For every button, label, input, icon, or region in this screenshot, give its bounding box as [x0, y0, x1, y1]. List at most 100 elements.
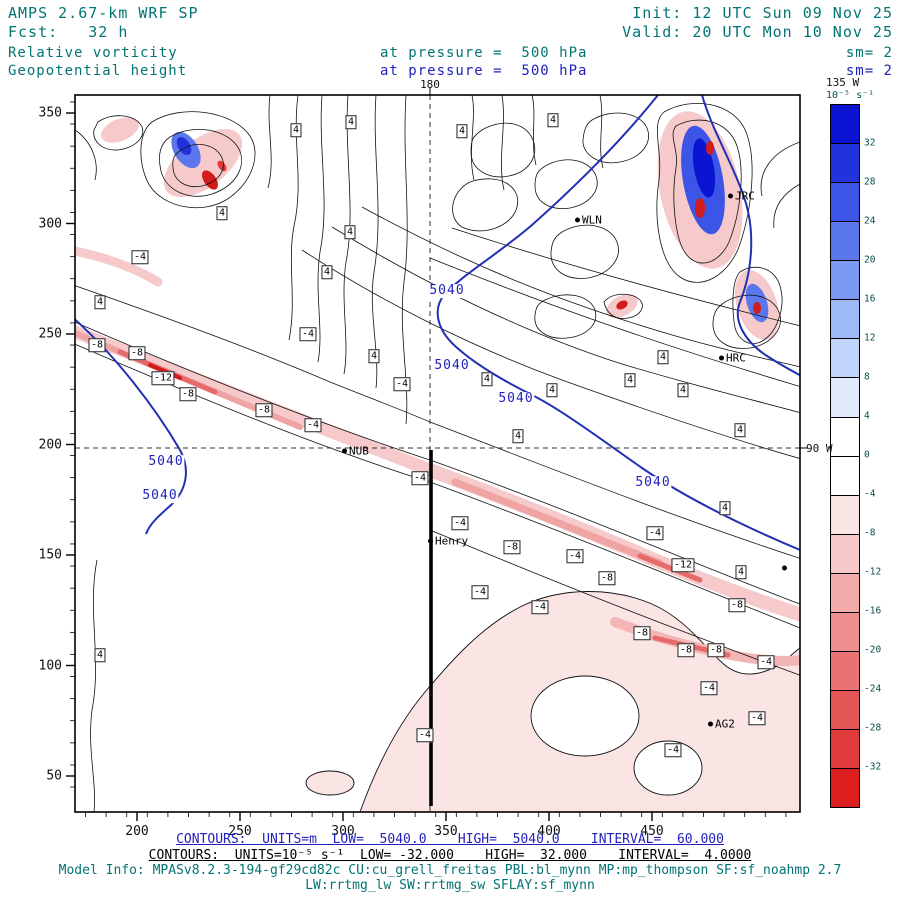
vorticity-contour-label: 4: [677, 383, 689, 397]
colorbar-cell: [831, 455, 859, 495]
colorbar-cell: [831, 221, 859, 261]
region-hole: [633, 740, 703, 796]
station-marker-WLN: WLN: [575, 214, 602, 227]
x-tick-label: 350: [434, 824, 458, 839]
vorticity-contour-label: 4: [368, 349, 380, 363]
vorticity-contour-label: -4: [531, 600, 549, 614]
station-name: HRC: [726, 351, 746, 365]
model-info-line1: Model Info: MPASv8.2.3-194-gf29cd82c CU:…: [58, 863, 842, 878]
station-dot-icon: [708, 721, 713, 727]
station-dot-icon: [342, 448, 347, 454]
colorbar-title: 10⁻⁵ s⁻¹: [826, 90, 875, 101]
vorticity-contour-label: 4: [94, 295, 106, 309]
ne-cluster-red: [695, 198, 705, 218]
vorticity-contour-label: 4: [719, 501, 731, 515]
vorticity-contour-label: -4: [299, 327, 317, 341]
station-dot-icon: [782, 565, 787, 571]
negative-streak-nw: [75, 246, 163, 287]
station-marker-dot: [782, 565, 789, 571]
colorbar-cell: [831, 494, 859, 534]
meridian-label-90w: 90 W: [806, 442, 833, 455]
colorbar-tick-label: 8: [864, 371, 870, 383]
field1-level: at pressure = 500 hPa: [380, 45, 588, 61]
field2-level: at pressure = 500 hPa: [380, 63, 588, 79]
station-name: Henry: [435, 534, 469, 548]
vorticity-contour-label: -8: [255, 403, 273, 417]
station-marker-JRC: JRC: [728, 190, 755, 203]
vorticity-contour-label: 4: [216, 206, 228, 220]
nw-cluster-red: [202, 170, 218, 190]
model-info-line2: LW:rrtmg_lw SW:rrtmg_sw SFLAY:sf_mynn: [305, 878, 595, 893]
colorbar-cell: [831, 299, 859, 339]
vorticity-contour-lines: [75, 95, 800, 812]
x-tick-label: 400: [537, 824, 561, 839]
vorticity-contour-label: -4: [304, 418, 322, 432]
x-tick-label: 300: [331, 824, 355, 839]
station-marker-Henry: Henry: [428, 535, 468, 548]
y-tick-label: 200: [38, 437, 62, 452]
ne-cluster-red: [706, 141, 714, 155]
vorticity-contour-label: 4: [344, 225, 356, 239]
vorticity-contour-label: -8: [88, 338, 106, 352]
valid-time: Valid: 20 UTC Mon 10 Nov 25: [622, 23, 893, 41]
colorbar-tick-label: 20: [864, 254, 876, 266]
vorticity-contour-label: 4: [657, 350, 669, 364]
station-name: AG2: [715, 717, 735, 731]
vorticity-contour-label: 4: [734, 423, 746, 437]
vorticity-contour-label: -4: [393, 377, 411, 391]
y-tick-label: 350: [38, 105, 62, 121]
colorbar-cell: [831, 105, 859, 144]
x-tick-label: 200: [125, 824, 149, 839]
vorticity-contour-info: CONTOURS: UNITS=10⁻⁵ s⁻¹ LOW= -32.000 HI…: [148, 848, 752, 863]
colorbar-tick-label: -4: [864, 488, 876, 500]
station-name: JRC: [735, 189, 755, 203]
e-cluster-red: [753, 302, 761, 314]
vorticity-contour-label: 4: [735, 565, 747, 579]
colorbar-tick-label: -8: [864, 527, 876, 539]
vorticity-contour-label: 4: [290, 123, 302, 137]
colorbar-tick-label: 0: [864, 449, 870, 461]
colorbar-tick-label: -12: [864, 566, 882, 578]
colorbar-tick-label: -32: [864, 761, 882, 773]
vorticity-contour-label: -4: [700, 681, 718, 695]
vorticity-contour-label: -8: [128, 346, 146, 360]
station-dot-icon: [575, 217, 580, 223]
height-contour-label: 5040: [141, 488, 179, 504]
colorbar-tick-label: 4: [864, 410, 870, 422]
plot-frame: [74, 94, 801, 813]
y-tick-label: 100: [38, 658, 62, 673]
field2-name: Geopotential height: [8, 63, 188, 79]
colorbar-tick-label: -24: [864, 683, 882, 695]
nw-cluster-pink: [163, 128, 243, 198]
height-contour-label: 5040: [147, 454, 185, 470]
region-hole: [530, 675, 640, 757]
y-tick-label: 300: [38, 216, 62, 231]
colorbar-tick-label: 32: [864, 137, 876, 149]
vorticity-contour-label: 4: [481, 372, 493, 386]
vorticity-contour-label: -4: [451, 516, 469, 530]
init-time: Init: 12 UTC Sun 09 Nov 25: [632, 4, 893, 22]
vorticity-contour-label: -4: [757, 655, 775, 669]
vorticity-contour-label: -4: [748, 711, 766, 725]
field1-name: Relative vorticity: [8, 45, 178, 61]
meridian-label-135w: 135 W: [826, 76, 860, 89]
vorticity-contour-label: -8: [707, 643, 725, 657]
vorticity-contour-label: -4: [131, 250, 149, 264]
colorbar-cell: [831, 729, 859, 769]
vorticity-contour-label: -12: [671, 558, 695, 572]
colorbar-cell: [831, 143, 859, 183]
colorbar-cell: [831, 689, 859, 729]
colorbar-tick-label: 16: [864, 293, 876, 305]
station-marker-NUB: NUB: [342, 445, 369, 458]
x-tick-label: 250: [228, 824, 252, 839]
vorticity-contour-label: -8: [598, 571, 616, 585]
model-title: AMPS 2.67-km WRF SP: [8, 4, 199, 22]
colorbar-cell: [831, 650, 859, 690]
vorticity-contour-label: -8: [677, 643, 695, 657]
vorticity-contour-label: 4: [546, 383, 558, 397]
colorbar-cell: [831, 416, 859, 456]
station-dot-icon: [728, 193, 733, 199]
colorbar-cell: [831, 260, 859, 300]
vorticity-contour-label: 4: [321, 265, 333, 279]
nw-small-pink: [101, 117, 139, 143]
